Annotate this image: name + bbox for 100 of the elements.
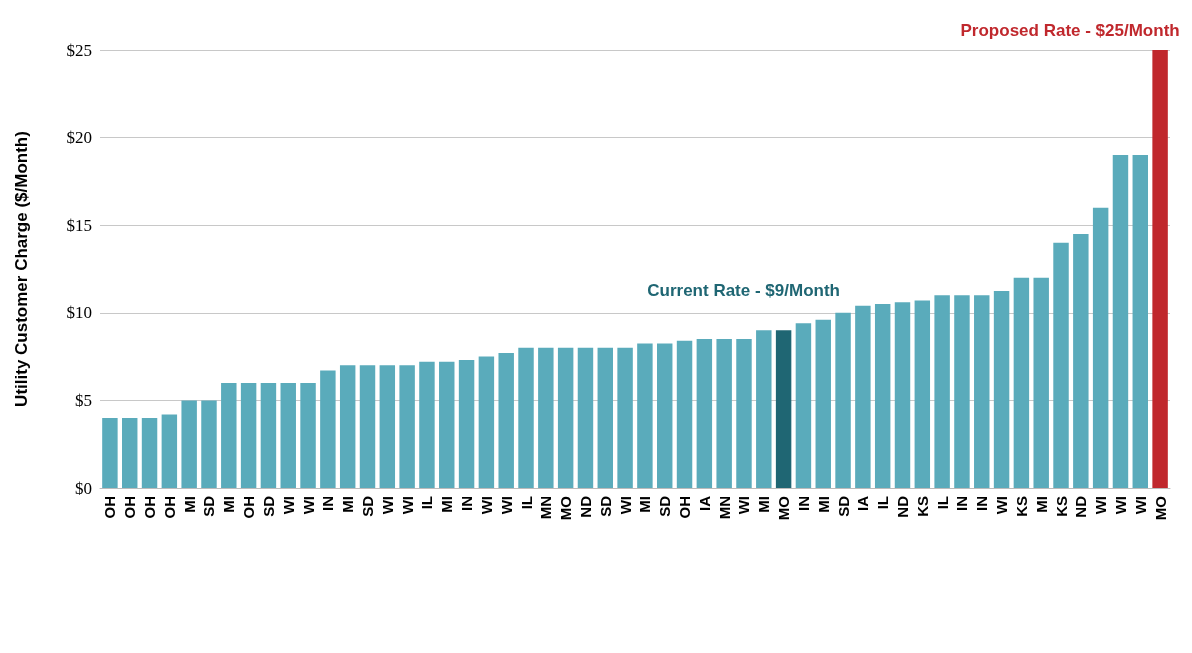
x-tick-label: IN (319, 496, 337, 511)
bar (974, 295, 990, 488)
y-tick-label: $25 (66, 40, 92, 60)
x-tick-label: WI (378, 496, 396, 515)
bar (676, 340, 693, 488)
x-tick-label: MI (636, 496, 654, 513)
bar (637, 343, 653, 488)
x-tick-label: IL (418, 496, 436, 510)
bar (756, 330, 772, 488)
x-tick-label: MI (220, 496, 238, 513)
x-tick-label: IA (695, 495, 713, 511)
bar (399, 365, 415, 488)
bar (439, 361, 455, 488)
x-tick-label: WI (477, 496, 495, 515)
x-tick-label: OH (141, 496, 159, 519)
bar (300, 382, 316, 488)
x-tick-label: MI (180, 496, 198, 513)
x-tick-label: WI (398, 496, 416, 515)
x-tick-label: ND (576, 495, 594, 518)
x-tick-label: SD (834, 495, 852, 517)
bar (557, 347, 574, 488)
x-tick-label: WI (1131, 496, 1149, 515)
x-tick-label: IN (794, 496, 812, 511)
x-tick-label: WI (1092, 496, 1110, 515)
bar (538, 347, 554, 488)
bar (161, 414, 178, 488)
bar (736, 339, 752, 488)
x-tick-label: WI (993, 496, 1011, 515)
bar (379, 365, 396, 488)
x-tick-label: IA (854, 495, 872, 511)
x-tick-label: IL (874, 496, 892, 510)
bar (339, 365, 356, 488)
x-tick-label: MO (1151, 495, 1169, 521)
bar (1132, 155, 1149, 488)
x-tick-label: MN (537, 496, 555, 520)
x-tick-label: KS (1012, 496, 1030, 517)
bar (993, 290, 1010, 488)
x-tick-label: MI (438, 496, 456, 513)
x-tick-label: WI (616, 496, 634, 515)
bar (914, 300, 931, 488)
x-tick-label: WI (497, 496, 515, 515)
bar (102, 417, 118, 488)
x-tick-label: OH (676, 496, 694, 519)
x-tick-label: MO (557, 495, 575, 521)
bar (934, 295, 950, 488)
bar (835, 312, 851, 488)
bar (656, 343, 673, 488)
x-tick-label: MI (755, 496, 773, 513)
bar (141, 417, 158, 488)
bar (1152, 50, 1168, 488)
x-tick-label: IN (458, 496, 476, 511)
bar (518, 347, 534, 488)
x-tick-label: SD (359, 495, 376, 517)
x-tick-label: MN (715, 496, 733, 520)
x-tick-label: SD (259, 495, 277, 517)
x-tick-label: MI (814, 496, 832, 513)
x-tick-label: MI (339, 496, 357, 513)
bar (775, 330, 792, 488)
bar (419, 361, 435, 488)
x-tick-label: ND (1072, 495, 1090, 518)
bar (201, 400, 217, 488)
y-tick-label: $0 (75, 478, 92, 498)
bar (617, 347, 633, 488)
bar (597, 347, 614, 488)
y-tick-label: $20 (66, 128, 92, 148)
bar (696, 339, 713, 488)
x-tick-label: OH (101, 496, 119, 519)
bar (855, 305, 871, 488)
x-tick-label: ND (894, 495, 911, 518)
bar (1073, 233, 1089, 488)
bar (1013, 277, 1030, 488)
bar (181, 400, 197, 488)
y-axis-title: Utility Customer Charge ($/Month) (12, 131, 31, 407)
x-tick-label: WI (1111, 496, 1129, 515)
x-tick-label: IL (517, 496, 535, 510)
bar (359, 365, 376, 488)
bar (815, 319, 831, 488)
y-tick-label: $15 (66, 215, 92, 235)
x-tick-label: WI (299, 496, 317, 515)
x-tick-label: MI (1032, 496, 1050, 513)
x-tick-label: IN (973, 496, 991, 511)
x-tick-label: OH (121, 496, 139, 519)
bar (795, 323, 812, 488)
bar (121, 417, 138, 488)
x-tick-label: KS (913, 496, 931, 517)
x-tick-label: OH (240, 496, 258, 519)
bar (498, 353, 514, 488)
x-tick-label: IN (953, 496, 971, 511)
x-tick-label: OH (160, 496, 178, 519)
bar (458, 360, 475, 488)
x-tick-label: WI (279, 496, 297, 515)
x-tick-label: IL (933, 496, 951, 510)
bar (221, 382, 237, 488)
bar (954, 295, 970, 488)
text: Proposed Rate - $25/Month (960, 21, 1180, 40)
x-tick-label: SD (596, 495, 614, 517)
bar (716, 339, 732, 488)
x-tick-label: WI (735, 496, 753, 515)
bar (894, 302, 911, 488)
bar (320, 370, 336, 488)
